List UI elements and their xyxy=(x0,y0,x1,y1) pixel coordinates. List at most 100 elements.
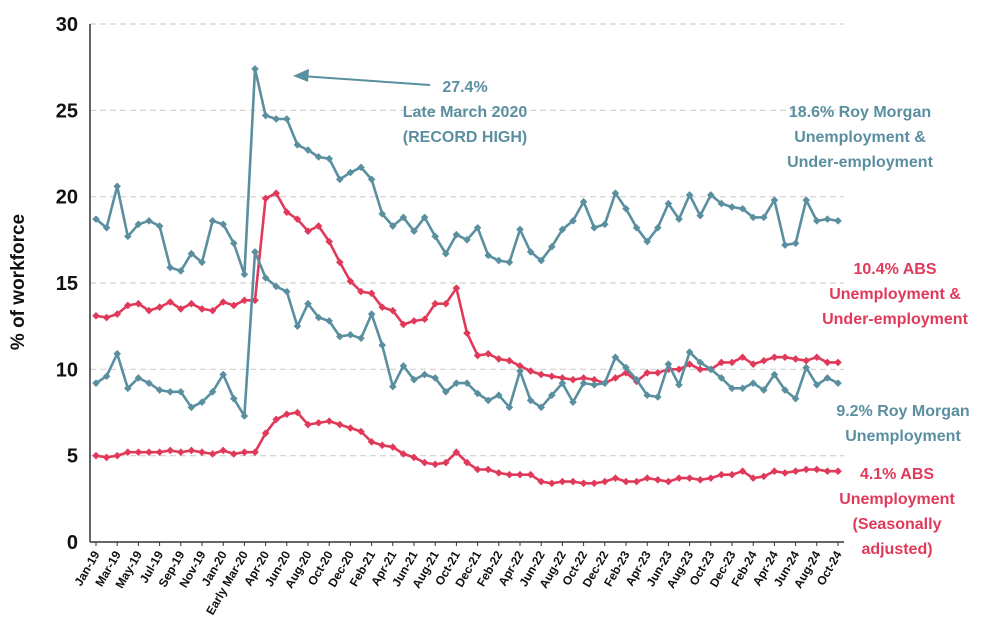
data-point xyxy=(442,249,450,258)
data-point xyxy=(601,477,609,486)
data-point xyxy=(102,313,111,322)
data-point xyxy=(251,448,259,457)
data-point xyxy=(124,232,132,241)
data-point xyxy=(526,367,535,375)
y-tick-label: 20 xyxy=(56,187,78,209)
data-point xyxy=(770,353,779,362)
data-point xyxy=(113,451,121,460)
data-point xyxy=(569,398,577,406)
data-point xyxy=(145,448,153,457)
series-2 xyxy=(92,248,842,420)
data-point xyxy=(802,196,810,204)
data-point xyxy=(124,448,132,457)
data-point xyxy=(770,196,779,204)
data-point xyxy=(261,111,270,120)
data-point xyxy=(240,412,249,420)
data-point xyxy=(622,477,630,486)
data-point xyxy=(293,141,302,149)
data-point xyxy=(791,467,800,476)
data-point xyxy=(346,424,355,432)
data-point xyxy=(346,277,355,286)
data-point xyxy=(155,386,164,394)
data-point xyxy=(473,465,482,474)
data-point xyxy=(198,305,206,313)
data-point xyxy=(240,296,249,305)
data-point xyxy=(802,356,810,365)
data-point xyxy=(145,379,153,387)
data-point xyxy=(92,312,100,320)
data-point xyxy=(293,408,302,417)
data-point xyxy=(240,270,249,279)
data-point xyxy=(336,332,344,341)
data-point xyxy=(505,356,514,365)
data-point xyxy=(304,227,312,235)
data-point xyxy=(834,467,842,476)
data-point xyxy=(410,453,418,462)
label-abs-unemployment-line1: 4.1% ABS xyxy=(860,466,934,483)
data-point xyxy=(124,384,132,393)
data-point xyxy=(749,379,757,387)
y-tick-label: 25 xyxy=(56,100,78,122)
data-point xyxy=(219,446,227,455)
data-point xyxy=(484,251,492,260)
data-point xyxy=(558,374,567,382)
series-1 xyxy=(92,189,842,387)
data-point xyxy=(548,479,556,488)
data-point xyxy=(410,317,418,325)
data-point xyxy=(558,477,567,486)
data-point xyxy=(685,348,694,356)
data-point xyxy=(484,396,492,405)
data-point xyxy=(272,189,280,198)
data-point xyxy=(283,287,291,296)
data-point xyxy=(834,358,842,367)
data-point xyxy=(399,213,408,222)
data-point xyxy=(346,331,355,339)
data-point xyxy=(526,248,535,256)
data-point xyxy=(198,398,206,406)
data-point xyxy=(473,223,482,232)
data-point xyxy=(728,358,736,367)
data-point xyxy=(781,469,789,477)
data-point xyxy=(749,474,757,482)
data-point xyxy=(399,320,408,329)
data-point xyxy=(367,289,376,298)
data-point xyxy=(463,236,471,244)
data-point xyxy=(484,465,492,474)
label-abs-underemployment-line2: Unemployment & xyxy=(829,286,961,303)
data-point xyxy=(230,239,238,248)
data-point xyxy=(272,282,280,291)
data-point xyxy=(304,420,312,429)
data-point xyxy=(293,322,302,330)
data-point xyxy=(410,375,418,384)
data-point xyxy=(261,429,270,438)
data-point xyxy=(728,470,736,479)
data-point xyxy=(357,427,365,436)
y-tick-labels: 0 5 10 15 20 25 30 xyxy=(56,14,78,554)
data-point xyxy=(452,448,461,457)
data-point xyxy=(134,299,143,308)
data-point xyxy=(463,329,471,337)
data-point xyxy=(389,382,397,391)
data-point xyxy=(314,419,323,427)
data-point xyxy=(325,317,333,325)
data-point xyxy=(685,191,694,199)
data-point xyxy=(548,391,556,400)
data-point xyxy=(442,458,450,467)
data-point xyxy=(590,223,598,232)
data-point xyxy=(738,384,747,393)
data-point xyxy=(834,217,842,225)
data-point xyxy=(304,299,312,308)
data-point xyxy=(208,306,217,315)
data-point xyxy=(134,374,143,382)
data-point xyxy=(558,379,567,387)
data-point xyxy=(717,470,726,479)
data-point xyxy=(325,237,333,246)
data-point xyxy=(696,211,704,220)
data-point xyxy=(813,353,821,362)
data-point xyxy=(707,365,715,374)
data-point xyxy=(696,365,704,374)
data-point xyxy=(823,215,832,223)
data-point xyxy=(314,153,323,161)
gridlines xyxy=(90,23,844,457)
data-point xyxy=(155,222,164,230)
